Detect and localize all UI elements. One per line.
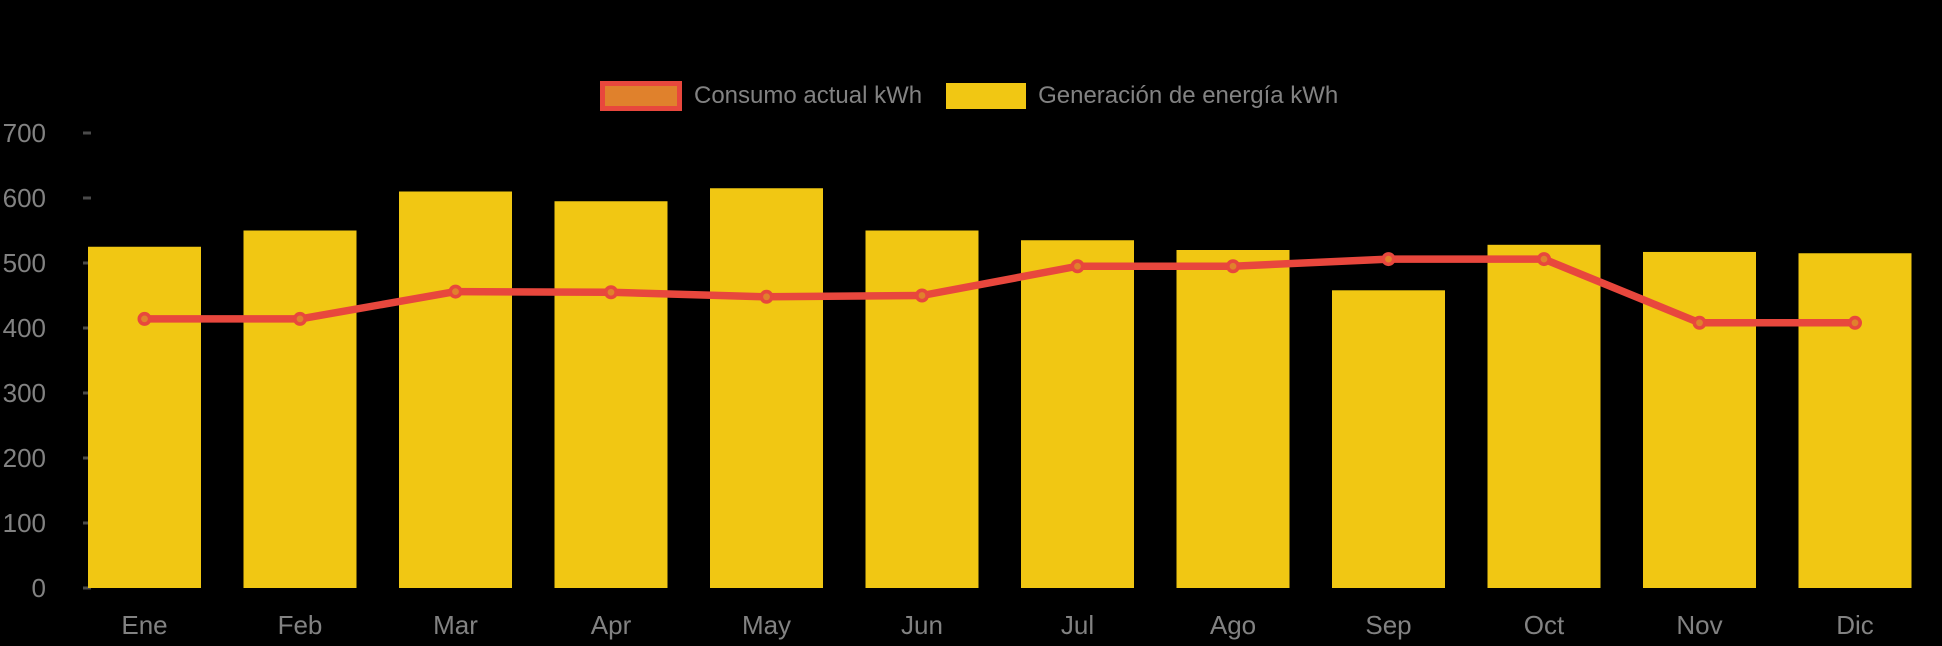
bar-sep[interactable] xyxy=(1332,290,1445,588)
chart-legend: Consumo actual kWh Generación de energía… xyxy=(600,81,1338,111)
y-axis-tick-label-0: 0 xyxy=(32,573,46,603)
bar-jun[interactable] xyxy=(865,230,979,589)
consumo-marker-dic[interactable] xyxy=(1848,315,1863,330)
y-axis-tick-mark xyxy=(83,196,91,200)
bar-dic[interactable] xyxy=(1798,253,1912,588)
y-axis-tick-label-500: 500 xyxy=(3,248,46,278)
consumo-marker-nov[interactable] xyxy=(1692,315,1707,330)
bar-ago[interactable] xyxy=(1176,250,1290,588)
bar-ene[interactable] xyxy=(88,246,201,588)
bar-nov[interactable] xyxy=(1643,251,1756,588)
y-axis-tick-label-700: 700 xyxy=(3,118,46,148)
bar-mar[interactable] xyxy=(399,191,512,589)
y-axis-tick-label-400: 400 xyxy=(3,313,46,343)
legend-label-consumo: Consumo actual kWh xyxy=(694,82,923,109)
x-axis-label-may: May xyxy=(742,610,791,640)
consumo-marker-apr[interactable] xyxy=(603,285,618,300)
consumo-marker-may[interactable] xyxy=(759,289,774,304)
consumo-marker-ago[interactable] xyxy=(1226,259,1241,274)
x-axis-label-oct: Oct xyxy=(1524,610,1565,640)
y-axis-tick-mark xyxy=(83,391,91,395)
x-axis-label-sep: Sep xyxy=(1365,610,1411,640)
consumo-line xyxy=(140,255,1859,327)
y-axis-tick-mark xyxy=(83,326,91,330)
x-axis-label-jun: Jun xyxy=(901,610,943,640)
consumo-marker-sep[interactable] xyxy=(1381,252,1396,267)
consumo-marker-oct[interactable] xyxy=(1537,252,1552,267)
legend-label-generacion: Generación de energía kWh xyxy=(1038,82,1339,109)
y-axis-tick-mark xyxy=(83,131,91,135)
bar-feb[interactable] xyxy=(243,230,357,589)
consumo-marker-jul[interactable] xyxy=(1070,259,1085,274)
consumo-marker-jun[interactable] xyxy=(914,288,929,303)
legend-swatch-consumo-line xyxy=(600,81,682,111)
x-axis-label-jul: Jul xyxy=(1061,610,1094,640)
y-axis-tick-mark xyxy=(83,586,91,590)
x-axis-label-apr: Apr xyxy=(591,610,632,640)
bar-may[interactable] xyxy=(710,188,823,588)
y-axis-tick-mark xyxy=(83,521,91,525)
y-axis-tick-mark xyxy=(83,261,91,265)
y-axis-tick-label-100: 100 xyxy=(3,508,46,538)
x-axis-label-ago: Ago xyxy=(1210,610,1256,640)
x-axis-label-dic: Dic xyxy=(1836,610,1874,640)
consumo-marker-feb[interactable] xyxy=(292,311,307,326)
legend-item-consumo[interactable]: Consumo actual kWh xyxy=(600,81,922,111)
x-axis-label-ene: Ene xyxy=(121,610,167,640)
bar-oct[interactable] xyxy=(1487,244,1601,589)
y-axis-tick-mark xyxy=(83,456,91,460)
x-axis-label-feb: Feb xyxy=(278,610,323,640)
y-axis-tick-label-300: 300 xyxy=(3,378,46,408)
x-axis-label-nov: Nov xyxy=(1676,610,1722,640)
y-axis-tick-label-200: 200 xyxy=(3,443,46,473)
legend-swatch-generacion-bar xyxy=(946,83,1027,109)
y-axis-tick-label-600: 600 xyxy=(3,183,46,213)
bar-apr[interactable] xyxy=(554,201,668,588)
bar-jul[interactable] xyxy=(1021,240,1134,588)
consumo-marker-ene[interactable] xyxy=(137,311,152,326)
consumo-marker-mar[interactable] xyxy=(448,284,463,299)
x-axis-label-mar: Mar xyxy=(433,610,478,640)
legend-item-generacion[interactable]: Generación de energía kWh xyxy=(946,82,1338,110)
